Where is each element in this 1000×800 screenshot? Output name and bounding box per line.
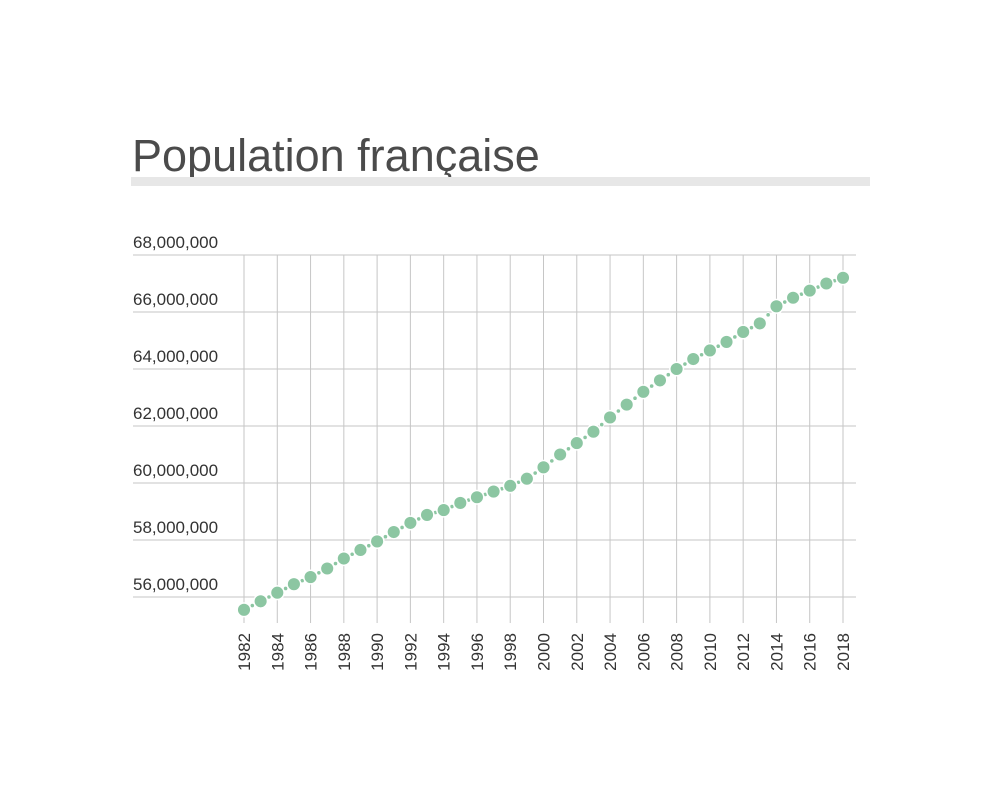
x-axis-label: 1986 — [302, 633, 321, 671]
data-point — [502, 478, 518, 494]
data-point — [269, 585, 285, 601]
connector-dot — [582, 434, 588, 441]
x-axis-label: 2000 — [535, 633, 554, 671]
data-point — [386, 524, 402, 540]
x-axis-label: 1998 — [501, 633, 520, 671]
data-point — [752, 315, 768, 331]
data-point — [419, 507, 435, 523]
data-point — [735, 324, 751, 340]
data-point — [369, 533, 385, 549]
connector-dot — [765, 312, 771, 318]
data-point — [319, 560, 335, 577]
data-point — [835, 270, 851, 286]
x-axis-label: 2008 — [668, 633, 687, 671]
data-point — [303, 569, 319, 585]
connector-dot — [615, 408, 622, 414]
connector-dot — [665, 371, 672, 378]
connector-dot — [549, 458, 555, 464]
data-point — [585, 424, 601, 440]
y-axis-label: 68,000,000 — [133, 233, 218, 252]
connector-dot — [399, 524, 405, 531]
connector-dot — [565, 446, 572, 452]
x-axis-label: 2006 — [634, 633, 653, 671]
data-point — [436, 502, 452, 518]
data-point — [486, 484, 502, 500]
y-axis-label: 66,000,000 — [133, 290, 218, 309]
title-divider — [131, 177, 870, 186]
data-point — [236, 602, 252, 618]
data-point — [469, 489, 485, 505]
y-axis-label: 56,000,000 — [133, 575, 218, 594]
chart-title: Population française — [132, 130, 540, 182]
data-point — [519, 471, 535, 487]
data-point — [802, 283, 818, 299]
x-axis-label: 1982 — [235, 633, 254, 671]
data-point — [402, 515, 418, 531]
connector-dot — [632, 395, 638, 402]
data-point — [619, 397, 635, 413]
y-axis-label: 60,000,000 — [133, 461, 218, 480]
data-point — [535, 459, 552, 475]
data-point — [452, 495, 468, 511]
x-axis-label: 2014 — [767, 633, 786, 671]
x-axis-label: 2016 — [801, 633, 820, 671]
data-point — [569, 435, 585, 451]
x-axis-label: 2018 — [834, 633, 853, 671]
connector-dot — [682, 361, 688, 367]
data-point — [652, 372, 668, 388]
connector-dot — [532, 470, 538, 476]
x-axis-label: 2010 — [701, 633, 720, 671]
x-axis-label: 1984 — [268, 633, 287, 671]
x-axis-label: 1994 — [435, 633, 454, 671]
connector-dot — [332, 560, 339, 567]
x-axis-label: 2004 — [601, 633, 620, 671]
data-point — [785, 290, 801, 306]
data-point — [818, 275, 834, 292]
x-axis-label: 1990 — [368, 633, 387, 671]
data-point — [352, 542, 369, 558]
data-point — [669, 361, 685, 377]
x-axis-label: 2002 — [568, 633, 587, 671]
connector-dot — [648, 383, 655, 389]
data-point — [702, 342, 718, 359]
data-point — [336, 550, 352, 567]
x-axis-label: 2012 — [734, 633, 753, 671]
x-axis-label: 1996 — [468, 633, 487, 671]
y-axis-label: 64,000,000 — [133, 347, 218, 366]
connector-dot — [732, 334, 738, 340]
data-point — [768, 298, 784, 314]
data-point — [253, 593, 269, 609]
connector-dot — [598, 421, 605, 428]
x-axis-label: 1992 — [401, 633, 420, 671]
y-axis-label: 62,000,000 — [133, 404, 218, 423]
data-point — [635, 384, 651, 400]
x-axis-label: 1988 — [335, 633, 354, 671]
data-point — [552, 446, 568, 463]
connector-dot — [382, 533, 389, 540]
y-axis-label: 58,000,000 — [133, 518, 218, 537]
data-point — [602, 409, 618, 426]
data-point — [685, 351, 701, 367]
data-point — [286, 576, 302, 592]
data-point — [718, 334, 735, 350]
